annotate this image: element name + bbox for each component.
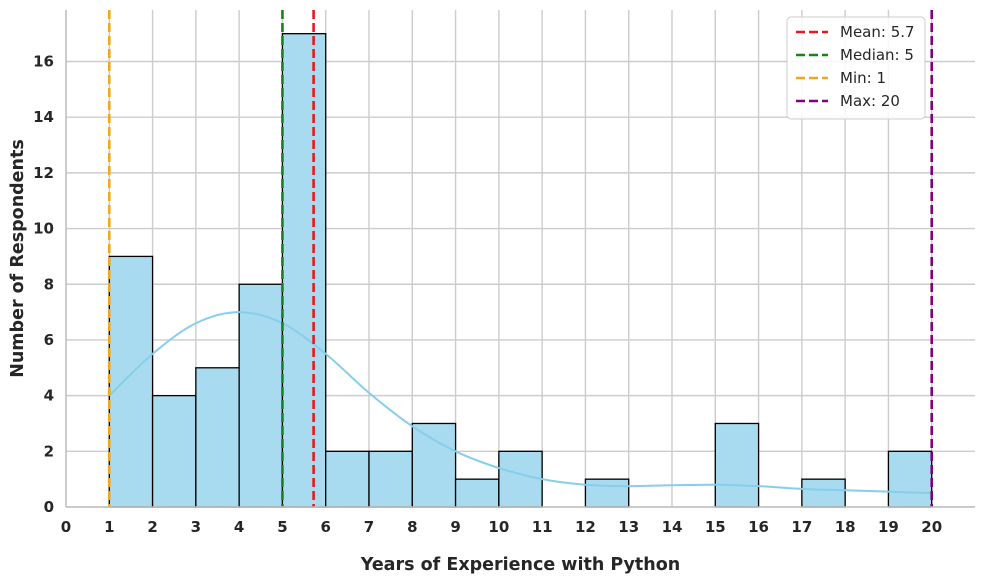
x-tick-label: 0 (61, 518, 71, 536)
histogram-bar (714, 422, 760, 508)
histogram-bar (325, 450, 370, 508)
y-tick-label: 12 (33, 164, 54, 182)
histogram-bar (498, 450, 543, 508)
x-tick-label: 20 (921, 518, 942, 536)
y-tick-label: 14 (33, 108, 54, 126)
x-tick-label: 10 (488, 518, 509, 536)
histogram-bar (368, 450, 413, 508)
y-tick-label: 8 (44, 275, 54, 293)
x-tick-label: 19 (878, 518, 899, 536)
x-tick-label: 9 (450, 518, 460, 536)
legend-label-median: Median: 5 (840, 46, 914, 64)
kde-curve-group (108, 311, 932, 495)
y-axis-label: Number of Respondents (8, 139, 28, 378)
histogram-bar (411, 422, 457, 508)
histogram-bar (887, 450, 933, 508)
y-tick-label: 16 (33, 53, 54, 71)
legend-label-max: Max: 20 (840, 92, 900, 110)
y-tick-label: 4 (44, 387, 54, 405)
x-axis-label: Years of Experience with Python (360, 555, 681, 575)
y-tick-label: 10 (33, 220, 54, 238)
kde-curve (108, 311, 932, 495)
x-tick-label: 3 (191, 518, 201, 536)
legend-box (786, 16, 926, 120)
bars (108, 33, 933, 508)
histogram-bar (151, 394, 197, 508)
y-tick-label: 0 (44, 498, 54, 516)
x-tick-label: 12 (575, 518, 596, 536)
x-tick-label: 16 (748, 518, 769, 536)
axes (65, 10, 975, 508)
x-tick-label: 8 (407, 518, 417, 536)
histogram-bar (801, 478, 846, 508)
x-tick-label: 13 (618, 518, 639, 536)
x-tick-label: 4 (234, 518, 244, 536)
histogram-bar (281, 33, 327, 508)
y-tick-label: 2 (44, 442, 54, 460)
x-tick-label: 1 (104, 518, 114, 536)
x-tick-label: 15 (705, 518, 726, 536)
x-tick-label: 14 (662, 518, 683, 536)
histogram-bar (584, 478, 630, 508)
legend-label-min: Min: 1 (840, 69, 886, 87)
x-tick-label: 17 (791, 518, 812, 536)
histogram-bar (195, 367, 240, 508)
histogram-bar (108, 255, 154, 508)
histogram-bar (238, 283, 284, 508)
histogram-bar (454, 478, 500, 508)
reference-lines (107, 10, 934, 507)
x-tick-labels: 0 1 2 3 4 5 6 7 8 9 10 11 12 13 14 15 16 17 18 19 20 (61, 518, 942, 536)
x-tick-label: 7 (364, 518, 374, 536)
legend: Mean: 5.7 Median: 5 Min: 1 Max: 20 (786, 16, 926, 120)
legend-label-mean: Mean: 5.7 (840, 23, 915, 41)
x-tick-label: 11 (532, 518, 553, 536)
y-tick-label: 6 (44, 331, 54, 349)
x-tick-label: 18 (835, 518, 856, 536)
x-tick-label: 6 (320, 518, 330, 536)
x-tick-label: 5 (277, 518, 287, 536)
y-tick-labels: 0 2 4 6 8 10 12 14 16 (33, 53, 54, 516)
x-tick-label: 2 (147, 518, 157, 536)
